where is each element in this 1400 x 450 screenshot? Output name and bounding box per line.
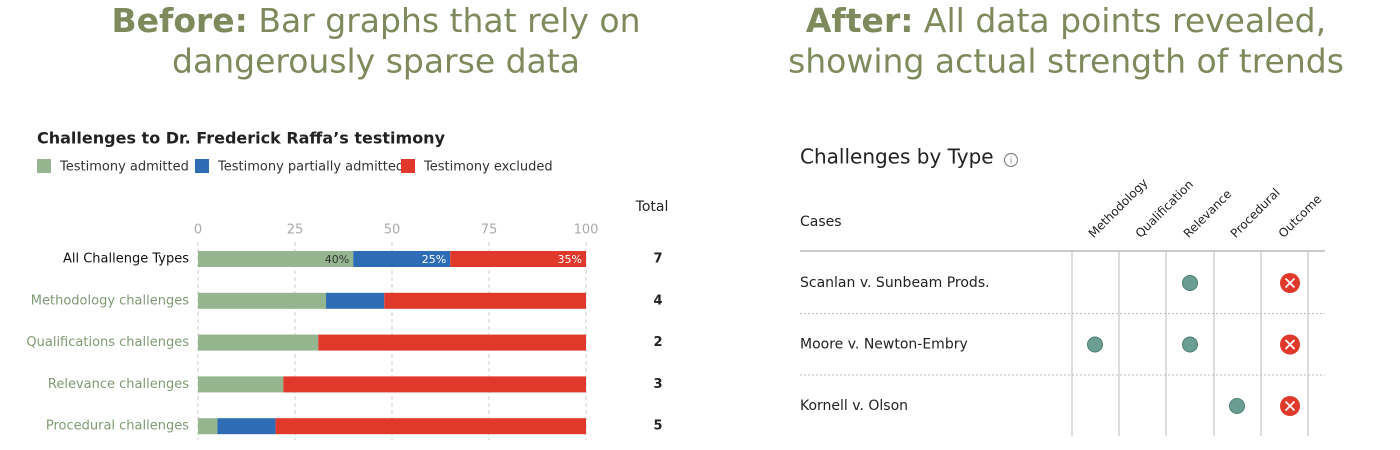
totals-header: Total [635, 199, 669, 215]
heading-lead: After: [806, 1, 914, 40]
x-tick-label: 100 [574, 223, 599, 238]
info-icon-glyph: i [1010, 157, 1013, 167]
legend-label: Testimony excluded [423, 160, 553, 175]
total: 2 [653, 335, 662, 350]
y-tick-label: Relevance challenges [48, 377, 189, 392]
case-name: Kornell v. Olson [800, 398, 908, 414]
bar-segment [198, 376, 284, 393]
bar-segment [198, 418, 218, 435]
bar-segment [283, 376, 586, 393]
legend-label: Testimony partially admitted [217, 160, 404, 175]
legend-label: Testimony admitted [59, 160, 189, 175]
challenge-dot [1182, 275, 1198, 291]
total: 3 [653, 377, 662, 392]
bar-segment [384, 292, 586, 309]
left-heading-line: dangerously sparse data [172, 42, 580, 81]
legend-swatch [195, 159, 209, 173]
challenge-dot [1229, 398, 1245, 414]
bar-segment [217, 418, 276, 435]
x-tick-label: 0 [194, 223, 202, 238]
total: 7 [653, 252, 662, 267]
total: 4 [653, 293, 662, 308]
y-tick-label: All Challenge Types [63, 252, 189, 267]
table-title: Challenges by Type [800, 145, 994, 169]
chart-title: Challenges to Dr. Frederick Raffa’s test… [37, 129, 446, 148]
legend-swatch [37, 159, 51, 173]
x-tick-label: 50 [384, 223, 401, 238]
right-heading: After: All data points revealed, [806, 1, 1326, 40]
column-header: Procedural [1228, 186, 1283, 241]
row-header: Cases [800, 214, 842, 230]
bar-segment [318, 334, 586, 351]
bar-segment [275, 418, 586, 435]
x-tick-label: 75 [481, 223, 498, 238]
right-heading-line: showing actual strength of trends [788, 42, 1344, 81]
data-label: 40% [325, 253, 349, 266]
bar-segment [450, 251, 586, 267]
outcome-x [1284, 400, 1296, 412]
challenge-dot [1182, 336, 1198, 353]
case-name: Moore v. Newton-Embry [800, 337, 968, 353]
left-heading: Before: Bar graphs that rely on [111, 1, 640, 40]
bar-segment [198, 334, 319, 351]
case-name: Scanlan v. Sunbeam Prods. [800, 275, 990, 291]
heading-lead: Before: [111, 1, 247, 40]
legend-swatch [401, 159, 415, 173]
y-tick-label: Procedural challenges [46, 419, 189, 434]
y-tick-label: Methodology challenges [31, 293, 189, 308]
column-header: Outcome [1276, 192, 1325, 241]
bar-segment [198, 251, 354, 267]
bar-segment [198, 292, 327, 309]
challenge-dot [1087, 336, 1103, 353]
outcome-x [1284, 339, 1296, 350]
outcome-x [1284, 277, 1296, 289]
heading-text: All data points revealed, [924, 1, 1326, 40]
total: 5 [653, 419, 662, 434]
data-label: 25% [422, 253, 446, 266]
heading-text: Bar graphs that rely on [258, 1, 640, 40]
bar-segment [326, 292, 385, 309]
data-label: 35% [558, 253, 582, 266]
bar-segment [353, 251, 451, 267]
column-header: Relevance [1181, 187, 1235, 241]
y-tick-label: Qualifications challenges [26, 335, 189, 350]
info-icon[interactable] [1003, 152, 1019, 168]
x-tick-label: 25 [287, 223, 304, 238]
